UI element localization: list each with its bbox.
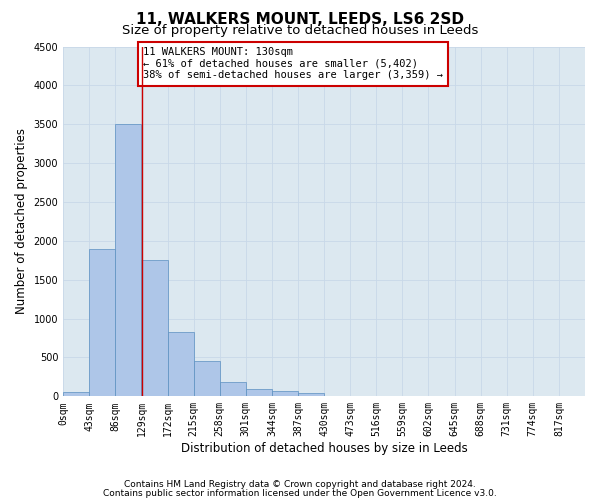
- Text: Contains HM Land Registry data © Crown copyright and database right 2024.: Contains HM Land Registry data © Crown c…: [124, 480, 476, 489]
- Bar: [220, 382, 246, 396]
- Bar: [142, 260, 167, 396]
- Text: Contains public sector information licensed under the Open Government Licence v3: Contains public sector information licen…: [103, 488, 497, 498]
- Bar: [194, 360, 220, 396]
- Text: 11, WALKERS MOUNT, LEEDS, LS6 2SD: 11, WALKERS MOUNT, LEEDS, LS6 2SD: [136, 12, 464, 28]
- Text: 11 WALKERS MOUNT: 130sqm
← 61% of detached houses are smaller (5,402)
38% of sem: 11 WALKERS MOUNT: 130sqm ← 61% of detach…: [143, 48, 443, 80]
- X-axis label: Distribution of detached houses by size in Leeds: Distribution of detached houses by size …: [181, 442, 467, 455]
- Y-axis label: Number of detached properties: Number of detached properties: [15, 128, 28, 314]
- Text: Size of property relative to detached houses in Leeds: Size of property relative to detached ho…: [122, 24, 478, 37]
- Bar: [272, 390, 298, 396]
- Bar: [167, 332, 194, 396]
- Bar: [63, 392, 89, 396]
- Bar: [298, 393, 324, 396]
- Bar: [115, 124, 142, 396]
- Bar: [246, 388, 272, 396]
- Bar: [89, 248, 115, 396]
